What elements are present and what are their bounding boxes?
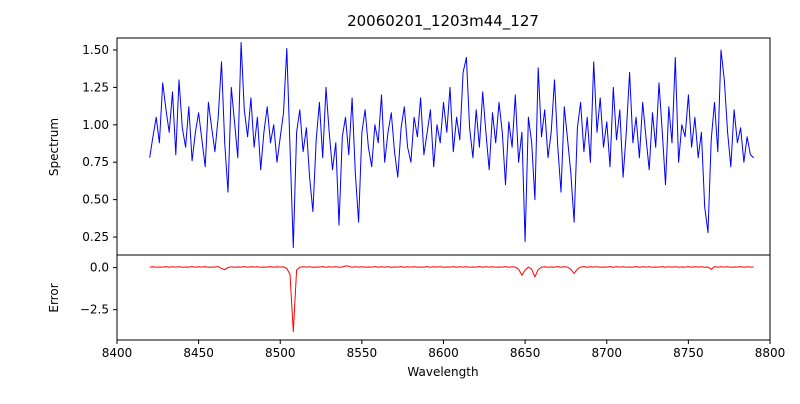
chart-title: 20060201_1203m44_127 (347, 12, 539, 31)
spectrum-y-tick-label: 1.25 (82, 80, 109, 94)
x-tick-label: 8800 (755, 346, 786, 360)
error-y-tick-label: 0.0 (90, 261, 109, 275)
y-axis-label-error: Error (47, 283, 61, 312)
spectrum-line (149, 42, 755, 248)
spectrum-y-tick-label: 0.25 (82, 230, 109, 244)
x-tick-label: 8700 (591, 346, 622, 360)
plot-area: 0.25 0.50 0.75 1.00 1.25 1.50 0.0 −2.5 8400 8450 8… (80, 37, 786, 360)
spectrum-y-tick-label: 1.00 (82, 118, 109, 132)
x-tick-label: 8600 (428, 346, 459, 360)
y-axis-label-spectrum: Spectrum (47, 118, 61, 176)
x-tick-label: 8450 (183, 346, 214, 360)
spectrum-y-tick-label: 0.75 (82, 155, 109, 169)
x-tick-label: 8650 (510, 346, 541, 360)
x-tick-label: 8500 (265, 346, 296, 360)
error-line (149, 265, 754, 333)
spectrum-y-tick-label: 1.50 (82, 43, 109, 57)
x-tick-label: 8400 (102, 346, 133, 360)
x-tick-label: 8750 (673, 346, 704, 360)
x-axis-label: Wavelength (407, 365, 478, 379)
spectrum-y-tick-label: 0.50 (82, 193, 109, 207)
x-tick-label: 8550 (347, 346, 378, 360)
error-y-tick-label: −2.5 (80, 303, 109, 317)
